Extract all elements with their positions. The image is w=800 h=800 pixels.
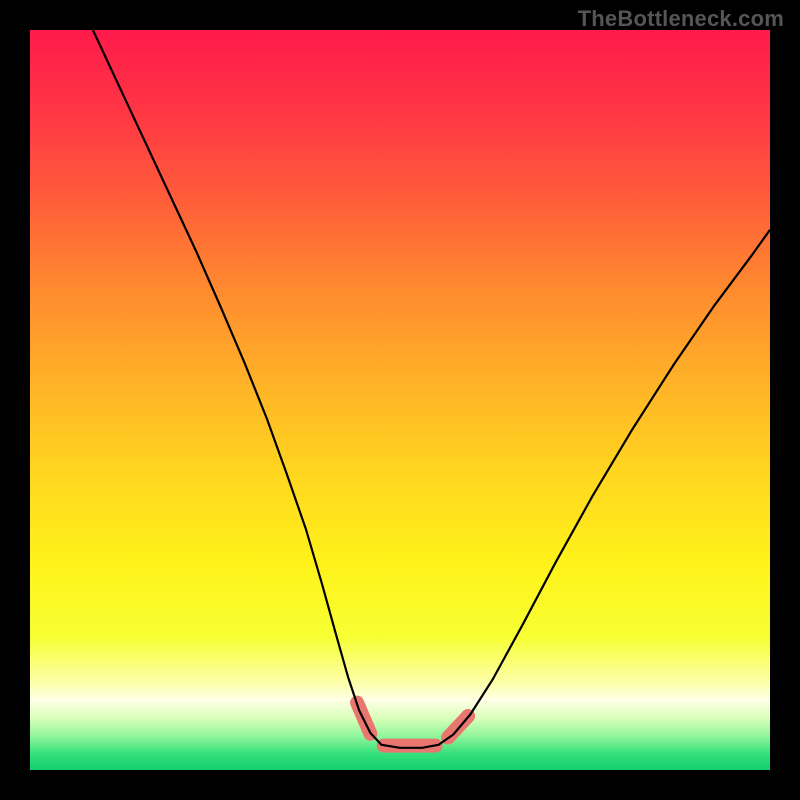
bottleneck-chart bbox=[0, 0, 800, 800]
watermark-text: TheBottleneck.com bbox=[578, 6, 784, 32]
plot-gradient-background bbox=[30, 30, 770, 770]
chart-frame: TheBottleneck.com bbox=[0, 0, 800, 800]
